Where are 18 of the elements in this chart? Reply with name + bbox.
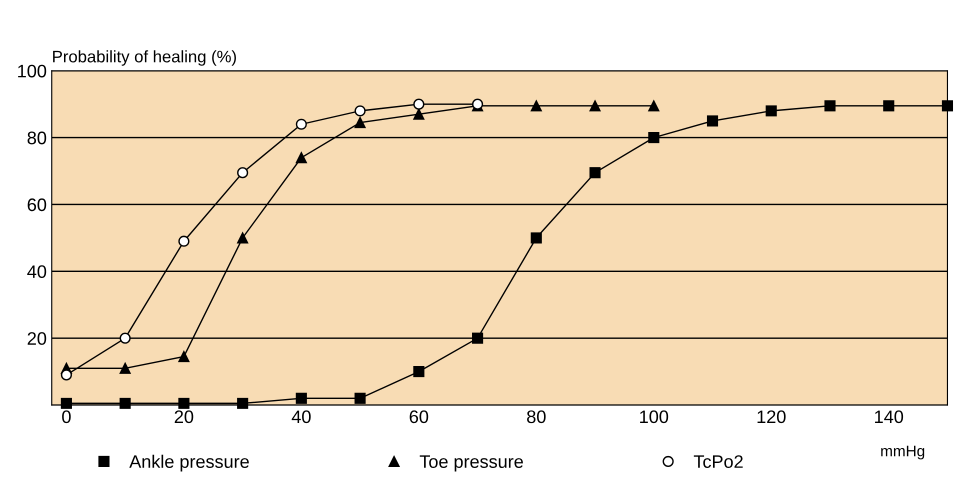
y-tick-label: 60 (28, 198, 46, 212)
x-tick-label: 20 (174, 410, 194, 424)
legend-label: TcPo2 (694, 455, 743, 468)
x-tick-label: 120 (758, 410, 786, 424)
x-axis-title: mmHg (881, 446, 924, 460)
y-axis-title: Probability of healing (%) (53, 50, 236, 66)
y-tick-label: 80 (28, 132, 46, 144)
x-tick-label: 140 (875, 410, 904, 424)
legend-label: Toe pressure (420, 455, 523, 472)
y-tick-label: 40 (27, 265, 46, 278)
y-tick-label: 100 (18, 64, 46, 78)
x-tick-label: 0 (62, 410, 71, 424)
y-tick-label: 20 (28, 332, 46, 345)
x-tick-label: 100 (640, 410, 668, 424)
x-tick-label: 40 (292, 410, 311, 424)
x-tick-label: 80 (527, 410, 546, 424)
x-tick-label: 60 (410, 410, 428, 424)
legend-label: Ankle pressure (129, 454, 249, 472)
